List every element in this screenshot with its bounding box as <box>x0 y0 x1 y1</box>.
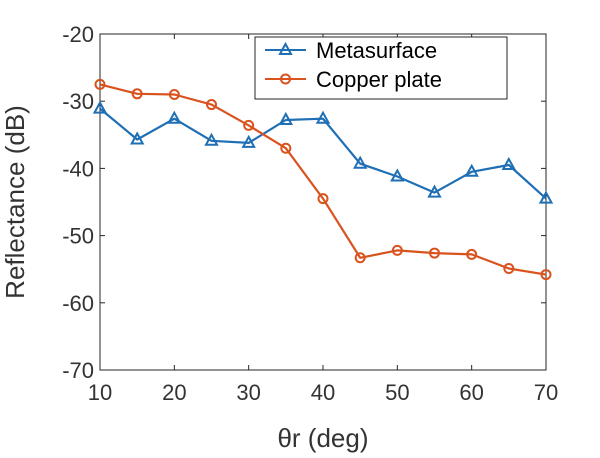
point-metasurface <box>501 156 516 170</box>
x-tick-label: 60 <box>459 380 483 405</box>
point-copper-plate <box>317 193 329 205</box>
point-copper-plate <box>280 142 292 154</box>
x-axis-title: θr (deg) <box>277 423 368 453</box>
point-copper-plate <box>391 244 403 256</box>
y-tick-label: -50 <box>62 224 94 249</box>
point-copper-plate <box>540 269 552 281</box>
point-metasurface <box>427 184 442 198</box>
point-metasurface <box>92 100 108 114</box>
point-metasurface <box>538 190 554 204</box>
point-copper-plate <box>354 252 366 264</box>
point-metasurface <box>204 132 219 146</box>
point-metasurface <box>241 134 256 148</box>
point-copper-plate <box>168 88 180 100</box>
series-copper-plate <box>94 78 552 281</box>
point-metasurface <box>353 155 368 169</box>
x-tick-label: 50 <box>385 380 409 405</box>
point-metasurface <box>130 131 145 145</box>
point-copper-plate <box>243 119 255 131</box>
series-layer <box>92 78 554 281</box>
point-copper-plate <box>94 78 106 90</box>
point-copper-plate <box>429 247 440 259</box>
point-metasurface <box>464 163 479 177</box>
y-tick-label: -70 <box>62 358 94 383</box>
series-metasurface <box>92 100 554 204</box>
point-metasurface <box>167 110 182 124</box>
legend: Metasurface Copper plate <box>254 36 508 100</box>
legend-label-metasurface: Metasurface <box>316 38 437 63</box>
y-tick-label: -30 <box>62 89 94 114</box>
y-axis-title: Reflectance (dB) <box>0 105 30 299</box>
point-copper-plate <box>131 88 143 100</box>
y-tick-label: -20 <box>62 22 94 47</box>
point-metasurface <box>278 111 293 125</box>
x-tick-label: 30 <box>236 380 260 405</box>
point-metasurface <box>390 168 405 182</box>
point-copper-plate <box>206 99 217 111</box>
point-copper-plate <box>466 248 478 260</box>
point-copper-plate <box>503 263 515 275</box>
point-metasurface <box>315 110 331 124</box>
tick-labels: 10 20 30 40 50 60 70 -70 -60 -50 -40 -30 -20 <box>62 22 558 405</box>
series-line-copper-plate <box>99 83 547 276</box>
y-tick-label: -60 <box>62 291 94 316</box>
series-line-metasurface <box>99 107 547 200</box>
legend-box <box>254 36 508 100</box>
x-tick-label: 70 <box>534 380 558 405</box>
legend-marker-copper-plate <box>280 73 291 85</box>
legend-marker-metasurface <box>278 41 293 55</box>
y-tick-label: -40 <box>62 156 94 181</box>
legend-label-copper-plate: Copper plate <box>316 67 442 92</box>
x-tick-label: 10 <box>88 380 112 405</box>
x-tick-label: 40 <box>311 380 335 405</box>
x-tick-label: 20 <box>162 380 186 405</box>
